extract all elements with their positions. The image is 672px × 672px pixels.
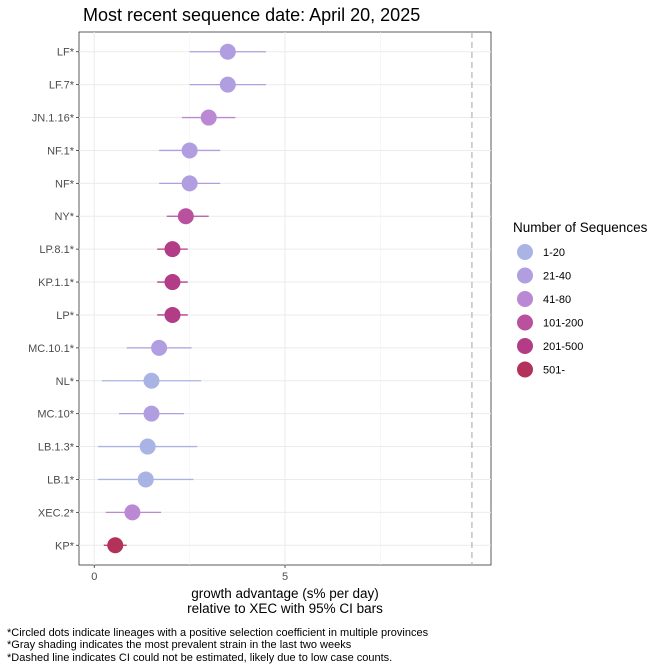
y-tick-label: NY*: [54, 211, 74, 223]
footnote-3: *Dashed line indicates CI could not be e…: [7, 652, 392, 664]
y-axis-ticks: LF* LF.7* JN.1.16* NF.1* NF* NY* LP.8.1* KP.1.1…: [28, 47, 79, 552]
point-LB.1.3*: [139, 438, 156, 455]
point-NL*: [143, 372, 160, 389]
legend-label: 21-40: [543, 271, 571, 283]
y-tick-label: KP.1.1*: [38, 277, 75, 289]
footnote-1: *Circled dots indicate lineages with a p…: [7, 627, 429, 639]
legend-key-501-: [517, 361, 533, 378]
y-tick-label: LB.1*: [47, 474, 75, 486]
y-tick-label: NF.1*: [47, 145, 75, 157]
legend-key-201-500: [517, 338, 533, 354]
x-tick-label: 0: [91, 571, 97, 583]
legend-key-1-20: [517, 244, 533, 260]
x-axis-title-line2: relative to XEC with 95% CI bars: [187, 601, 383, 616]
legend-key-101-200: [517, 314, 533, 331]
y-tick-label: LP.8.1*: [39, 244, 74, 256]
x-axis-title-line1: growth advantage (s% per day): [191, 586, 379, 601]
point-JN.1.16*: [200, 109, 217, 126]
y-tick-label: NL*: [56, 376, 75, 388]
y-tick-label: KP*: [55, 540, 75, 552]
y-tick-label: LB.1.3*: [38, 442, 75, 454]
legend-label: 501-: [543, 365, 565, 377]
y-tick-label: LP*: [56, 310, 74, 322]
y-tick-label: LF.7*: [49, 80, 75, 92]
legend: Number of Sequences 1-20 21-40 41-80 101-20…: [513, 220, 648, 378]
point-MC.10.1*: [151, 339, 168, 356]
y-tick-label: NF*: [55, 178, 75, 190]
footnote-2: *Gray shading indicates the most prevale…: [7, 639, 352, 651]
point-NY*: [177, 208, 194, 225]
point-MC.10*: [143, 405, 160, 422]
legend-key-21-40: [517, 267, 533, 284]
legend-label: 1-20: [543, 247, 565, 259]
point-NF.1*: [181, 142, 198, 159]
point-LP*: [164, 306, 181, 323]
point-NF*: [181, 175, 198, 192]
y-tick-label: LF*: [57, 47, 75, 59]
legend-label: 201-500: [543, 341, 583, 353]
legend-label: 41-80: [543, 294, 571, 306]
point-LF.7*: [219, 76, 236, 93]
y-tick-label: MC.10.1*: [28, 343, 75, 355]
legend-title: Number of Sequences: [513, 220, 648, 235]
legend-label: 101-200: [543, 318, 583, 330]
point-KP*: [107, 537, 124, 554]
point-LP.8.1*: [164, 241, 181, 258]
y-tick-label: MC.10*: [37, 409, 74, 421]
point-KP.1.1*: [164, 274, 181, 291]
chart-title: Most recent sequence date: April 20, 202…: [83, 5, 420, 25]
point-LB.1*: [137, 471, 154, 488]
data-points: [107, 43, 236, 554]
footnotes: *Circled dots indicate lineages with a p…: [7, 627, 429, 664]
point-LF*: [219, 43, 236, 60]
point-XEC.2*: [124, 504, 141, 521]
y-tick-label: JN.1.16*: [32, 113, 75, 125]
legend-key-41-80: [517, 291, 533, 307]
y-tick-label: XEC.2*: [38, 507, 75, 519]
x-tick-label: 5: [282, 571, 288, 583]
